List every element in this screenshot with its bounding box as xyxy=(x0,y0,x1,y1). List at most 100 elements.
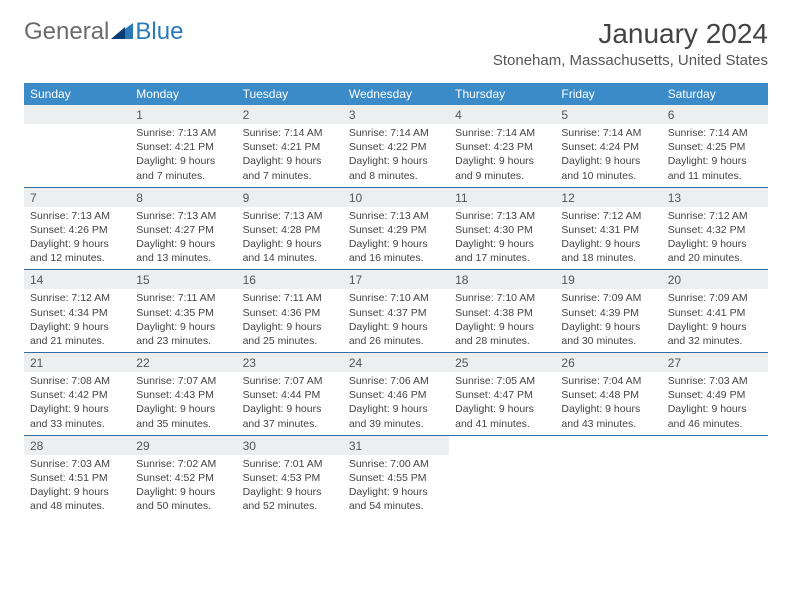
daylight-text: Daylight: 9 hours and 35 minutes. xyxy=(136,402,230,430)
sunrise-text: Sunrise: 7:10 AM xyxy=(455,291,549,305)
day-number-cell: 18 xyxy=(449,270,555,290)
daylight-text: Daylight: 9 hours and 17 minutes. xyxy=(455,237,549,265)
sunrise-text: Sunrise: 7:02 AM xyxy=(136,457,230,471)
sunrise-text: Sunrise: 7:07 AM xyxy=(136,374,230,388)
day-content-cell: Sunrise: 7:08 AMSunset: 4:42 PMDaylight:… xyxy=(24,372,130,435)
daylight-text: Daylight: 9 hours and 50 minutes. xyxy=(136,485,230,513)
sunset-text: Sunset: 4:49 PM xyxy=(668,388,762,402)
day-number-cell: 11 xyxy=(449,187,555,207)
day-content-cell: Sunrise: 7:13 AMSunset: 4:21 PMDaylight:… xyxy=(130,124,236,187)
day-content-row: Sunrise: 7:03 AMSunset: 4:51 PMDaylight:… xyxy=(24,455,768,518)
sunrise-text: Sunrise: 7:06 AM xyxy=(349,374,443,388)
day-content-cell: Sunrise: 7:10 AMSunset: 4:37 PMDaylight:… xyxy=(343,289,449,352)
sunrise-text: Sunrise: 7:14 AM xyxy=(561,126,655,140)
weekday-header: Sunday xyxy=(24,83,130,105)
logo: General Blue xyxy=(24,18,183,46)
sunset-text: Sunset: 4:41 PM xyxy=(668,306,762,320)
sunrise-text: Sunrise: 7:13 AM xyxy=(243,209,337,223)
daylight-text: Daylight: 9 hours and 41 minutes. xyxy=(455,402,549,430)
sunrise-text: Sunrise: 7:13 AM xyxy=(349,209,443,223)
sunrise-text: Sunrise: 7:13 AM xyxy=(136,126,230,140)
day-number-cell: 13 xyxy=(662,187,768,207)
sunrise-text: Sunrise: 7:04 AM xyxy=(561,374,655,388)
sunset-text: Sunset: 4:23 PM xyxy=(455,140,549,154)
day-number-row: 123456 xyxy=(24,105,768,124)
sunrise-text: Sunrise: 7:10 AM xyxy=(349,291,443,305)
weekday-header: Tuesday xyxy=(237,83,343,105)
daylight-text: Daylight: 9 hours and 39 minutes. xyxy=(349,402,443,430)
sunrise-text: Sunrise: 7:12 AM xyxy=(668,209,762,223)
day-content-cell: Sunrise: 7:04 AMSunset: 4:48 PMDaylight:… xyxy=(555,372,661,435)
daylight-text: Daylight: 9 hours and 48 minutes. xyxy=(30,485,124,513)
day-content-cell: Sunrise: 7:14 AMSunset: 4:24 PMDaylight:… xyxy=(555,124,661,187)
sunrise-text: Sunrise: 7:03 AM xyxy=(668,374,762,388)
day-content-cell xyxy=(555,455,661,518)
day-content-cell: Sunrise: 7:14 AMSunset: 4:25 PMDaylight:… xyxy=(662,124,768,187)
day-number-cell xyxy=(555,435,661,455)
day-number-cell: 20 xyxy=(662,270,768,290)
day-number-cell: 25 xyxy=(449,353,555,373)
day-number-cell: 26 xyxy=(555,353,661,373)
daylight-text: Daylight: 9 hours and 7 minutes. xyxy=(243,154,337,182)
day-content-cell: Sunrise: 7:12 AMSunset: 4:31 PMDaylight:… xyxy=(555,207,661,270)
sunrise-text: Sunrise: 7:09 AM xyxy=(561,291,655,305)
day-number-cell xyxy=(24,105,130,124)
day-content-cell: Sunrise: 7:07 AMSunset: 4:43 PMDaylight:… xyxy=(130,372,236,435)
daylight-text: Daylight: 9 hours and 10 minutes. xyxy=(561,154,655,182)
daylight-text: Daylight: 9 hours and 11 minutes. xyxy=(668,154,762,182)
sunset-text: Sunset: 4:47 PM xyxy=(455,388,549,402)
day-number-cell: 15 xyxy=(130,270,236,290)
sunrise-text: Sunrise: 7:13 AM xyxy=(30,209,124,223)
day-content-cell: Sunrise: 7:13 AMSunset: 4:26 PMDaylight:… xyxy=(24,207,130,270)
sunrise-text: Sunrise: 7:07 AM xyxy=(243,374,337,388)
sunrise-text: Sunrise: 7:14 AM xyxy=(455,126,549,140)
daylight-text: Daylight: 9 hours and 18 minutes. xyxy=(561,237,655,265)
location-text: Stoneham, Massachusetts, United States xyxy=(493,52,768,69)
sunrise-text: Sunrise: 7:08 AM xyxy=(30,374,124,388)
daylight-text: Daylight: 9 hours and 23 minutes. xyxy=(136,320,230,348)
weekday-header: Wednesday xyxy=(343,83,449,105)
daylight-text: Daylight: 9 hours and 33 minutes. xyxy=(30,402,124,430)
daylight-text: Daylight: 9 hours and 25 minutes. xyxy=(243,320,337,348)
daylight-text: Daylight: 9 hours and 9 minutes. xyxy=(455,154,549,182)
day-number-cell: 27 xyxy=(662,353,768,373)
day-content-cell: Sunrise: 7:07 AMSunset: 4:44 PMDaylight:… xyxy=(237,372,343,435)
day-content-cell: Sunrise: 7:00 AMSunset: 4:55 PMDaylight:… xyxy=(343,455,449,518)
day-number-cell: 14 xyxy=(24,270,130,290)
day-number-cell: 17 xyxy=(343,270,449,290)
day-number-cell: 10 xyxy=(343,187,449,207)
sunset-text: Sunset: 4:52 PM xyxy=(136,471,230,485)
sunset-text: Sunset: 4:28 PM xyxy=(243,223,337,237)
day-content-row: Sunrise: 7:08 AMSunset: 4:42 PMDaylight:… xyxy=(24,372,768,435)
daylight-text: Daylight: 9 hours and 32 minutes. xyxy=(668,320,762,348)
day-content-cell: Sunrise: 7:06 AMSunset: 4:46 PMDaylight:… xyxy=(343,372,449,435)
calendar-body: 123456Sunrise: 7:13 AMSunset: 4:21 PMDay… xyxy=(24,105,768,517)
sunrise-text: Sunrise: 7:03 AM xyxy=(30,457,124,471)
day-content-cell: Sunrise: 7:13 AMSunset: 4:28 PMDaylight:… xyxy=(237,207,343,270)
sunset-text: Sunset: 4:55 PM xyxy=(349,471,443,485)
day-content-cell: Sunrise: 7:05 AMSunset: 4:47 PMDaylight:… xyxy=(449,372,555,435)
day-number-cell: 24 xyxy=(343,353,449,373)
day-number-cell: 21 xyxy=(24,353,130,373)
day-number-cell xyxy=(449,435,555,455)
sunrise-text: Sunrise: 7:00 AM xyxy=(349,457,443,471)
day-content-cell: Sunrise: 7:09 AMSunset: 4:39 PMDaylight:… xyxy=(555,289,661,352)
sunset-text: Sunset: 4:21 PM xyxy=(136,140,230,154)
sunset-text: Sunset: 4:36 PM xyxy=(243,306,337,320)
day-content-cell: Sunrise: 7:14 AMSunset: 4:23 PMDaylight:… xyxy=(449,124,555,187)
sunrise-text: Sunrise: 7:09 AM xyxy=(668,291,762,305)
sunset-text: Sunset: 4:38 PM xyxy=(455,306,549,320)
day-content-cell: Sunrise: 7:14 AMSunset: 4:21 PMDaylight:… xyxy=(237,124,343,187)
weekday-header: Saturday xyxy=(662,83,768,105)
logo-text-blue: Blue xyxy=(135,18,183,46)
sunset-text: Sunset: 4:42 PM xyxy=(30,388,124,402)
sunrise-text: Sunrise: 7:14 AM xyxy=(668,126,762,140)
daylight-text: Daylight: 9 hours and 54 minutes. xyxy=(349,485,443,513)
day-content-cell xyxy=(662,455,768,518)
sunrise-text: Sunrise: 7:11 AM xyxy=(136,291,230,305)
sunset-text: Sunset: 4:35 PM xyxy=(136,306,230,320)
daylight-text: Daylight: 9 hours and 8 minutes. xyxy=(349,154,443,182)
day-number-cell: 2 xyxy=(237,105,343,124)
sunset-text: Sunset: 4:22 PM xyxy=(349,140,443,154)
day-content-row: Sunrise: 7:13 AMSunset: 4:26 PMDaylight:… xyxy=(24,207,768,270)
